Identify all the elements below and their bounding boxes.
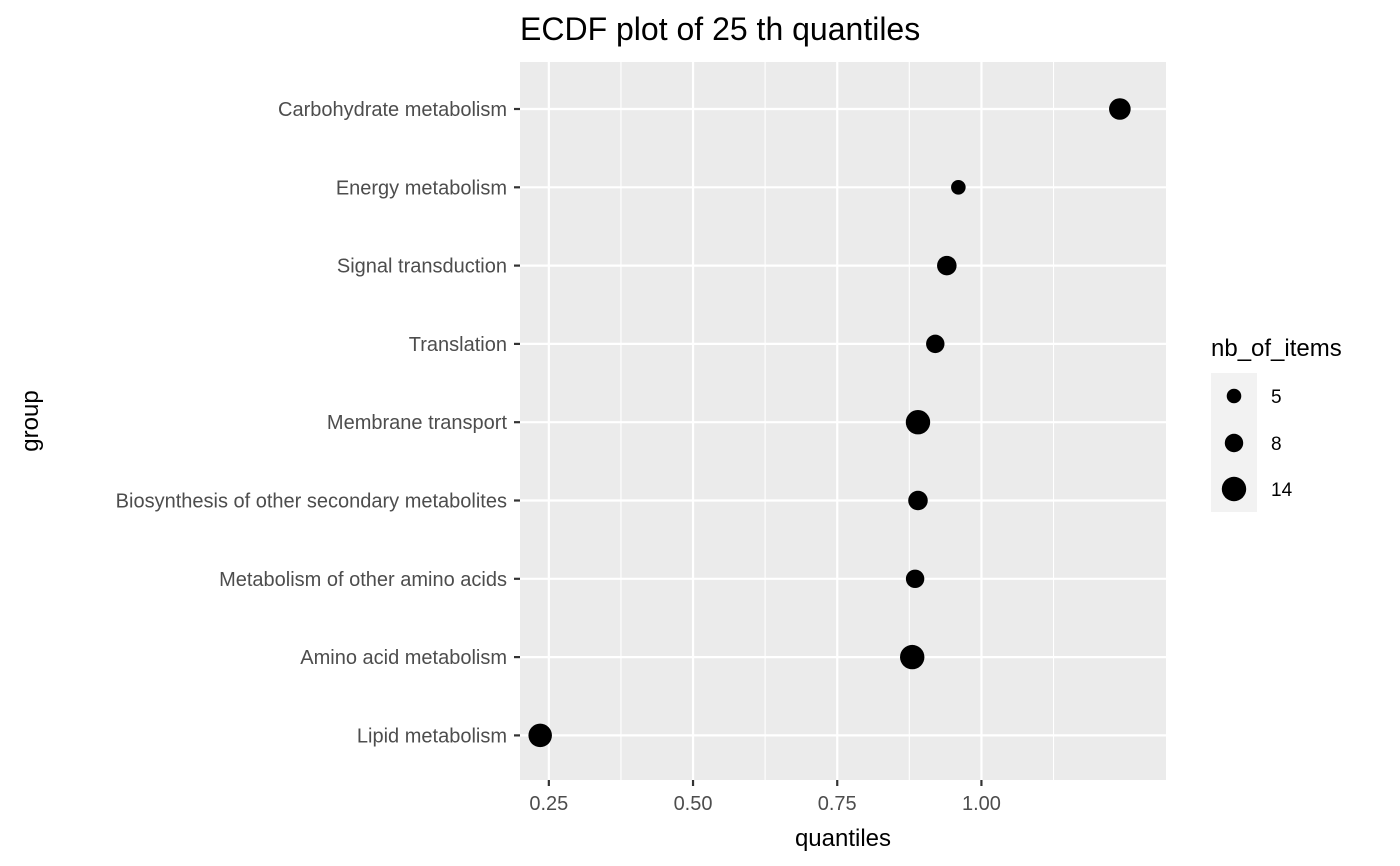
y-tick-label: Carbohydrate metabolism [278,99,507,121]
data-point [937,255,957,276]
y-axis: Carbohydrate metabolism Energy metabolism… [116,99,520,747]
data-point [908,490,928,511]
grid-major [520,62,1166,780]
y-tick-label: Amino acid metabolism [300,647,507,669]
legend-label: 14 [1271,480,1293,501]
data-points [528,98,1131,748]
legend-key [1221,476,1247,502]
plot-panel [520,62,1166,780]
x-tick-label: 0.75 [818,793,857,815]
data-point [528,723,552,748]
legend-title: nb_of_items [1211,335,1342,362]
chart-title: ECDF plot of 25 th quantiles [520,11,920,47]
x-axis-title: quantiles [795,825,891,852]
y-tick-label: Energy metabolism [336,177,507,199]
x-axis: 0.25 0.50 0.75 1.00 [529,780,1001,815]
y-tick-label: Membrane transport [327,412,508,434]
y-tick-label: Biosynthesis of other secondary metaboli… [116,491,507,513]
data-point [900,644,925,670]
y-tick-label: Translation [409,334,507,356]
legend-key [1226,388,1242,404]
data-point [905,410,931,435]
data-point [926,334,945,354]
legend-label: 5 [1271,387,1282,408]
legend-entries: 5 8 14 [1221,387,1293,502]
x-tick-label: 0.50 [674,793,713,815]
data-point [1109,98,1131,120]
y-tick-label: Lipid metabolism [357,725,507,747]
legend-label: 8 [1271,434,1282,455]
y-tick-label: Signal transduction [337,256,507,278]
y-tick-label: Metabolism of other amino acids [219,569,507,591]
data-point [951,180,966,195]
y-axis-title: group [17,390,44,451]
legend-key [1224,433,1244,453]
x-tick-label: 0.25 [529,793,568,815]
data-point [905,569,925,589]
size-legend: nb_of_items 5 8 14 [1211,335,1342,512]
x-tick-label: 1.00 [962,793,1001,815]
